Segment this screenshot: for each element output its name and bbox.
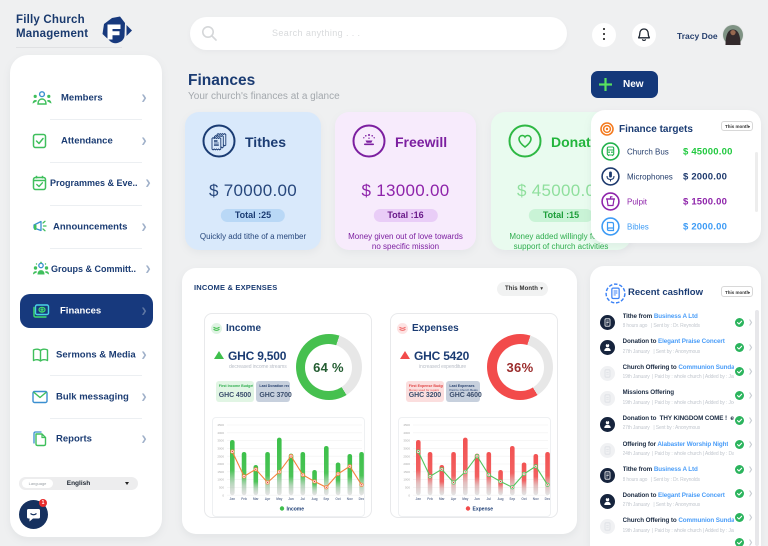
- svg-text:Dec: Dec: [545, 497, 550, 501]
- svg-text:1500: 1500: [217, 470, 224, 474]
- svg-text:500: 500: [219, 486, 224, 490]
- svg-text:c: c: [607, 420, 609, 423]
- svg-text:1500: 1500: [403, 470, 410, 474]
- svg-text:Expense: Expense: [473, 506, 494, 512]
- svg-text:Jan: Jan: [416, 497, 422, 501]
- svg-text:0: 0: [408, 493, 410, 497]
- svg-text:500: 500: [405, 486, 410, 490]
- svg-text:Mar: Mar: [439, 497, 445, 501]
- svg-text:Jun: Jun: [474, 497, 480, 501]
- svg-text:Apr: Apr: [265, 497, 271, 501]
- svg-text:Aug: Aug: [497, 497, 503, 501]
- svg-text:Mar: Mar: [253, 497, 259, 501]
- svg-text:Apr: Apr: [451, 497, 457, 501]
- svg-text:Aug: Aug: [311, 497, 317, 501]
- svg-text:2500: 2500: [403, 454, 410, 458]
- svg-text:c: c: [607, 497, 609, 500]
- svg-text:Jun: Jun: [288, 497, 294, 501]
- svg-text:3500: 3500: [403, 439, 410, 443]
- svg-text:2000: 2000: [217, 462, 224, 466]
- svg-text:Feb: Feb: [427, 497, 433, 501]
- svg-text:Nov: Nov: [533, 497, 539, 501]
- svg-text:2500: 2500: [217, 454, 224, 458]
- svg-text:Jul: Jul: [486, 497, 491, 501]
- svg-text:Oct: Oct: [335, 497, 341, 501]
- svg-text:0: 0: [222, 493, 224, 497]
- svg-text:Feb: Feb: [241, 497, 247, 501]
- svg-text:May: May: [462, 497, 468, 501]
- svg-text:2000: 2000: [403, 462, 410, 466]
- svg-text:Sep: Sep: [323, 497, 329, 501]
- svg-text:3000: 3000: [217, 447, 224, 451]
- svg-text:May: May: [276, 497, 282, 501]
- svg-text:4000: 4000: [217, 431, 224, 435]
- svg-text:Jul: Jul: [300, 497, 305, 501]
- svg-text:Nov: Nov: [347, 497, 353, 501]
- svg-text:Sep: Sep: [509, 497, 515, 501]
- svg-text:1000: 1000: [403, 478, 410, 482]
- svg-text:Dec: Dec: [359, 497, 364, 501]
- svg-text:Jan: Jan: [230, 497, 236, 501]
- svg-text:c: c: [607, 343, 609, 346]
- svg-text:4500: 4500: [403, 423, 410, 427]
- svg-text:4000: 4000: [403, 431, 410, 435]
- svg-text:4500: 4500: [217, 423, 224, 427]
- svg-text:3000: 3000: [403, 447, 410, 451]
- svg-text:1000: 1000: [217, 478, 224, 482]
- svg-text:Oct: Oct: [521, 497, 527, 501]
- svg-text:3500: 3500: [217, 439, 224, 443]
- svg-text:Income: Income: [287, 506, 305, 512]
